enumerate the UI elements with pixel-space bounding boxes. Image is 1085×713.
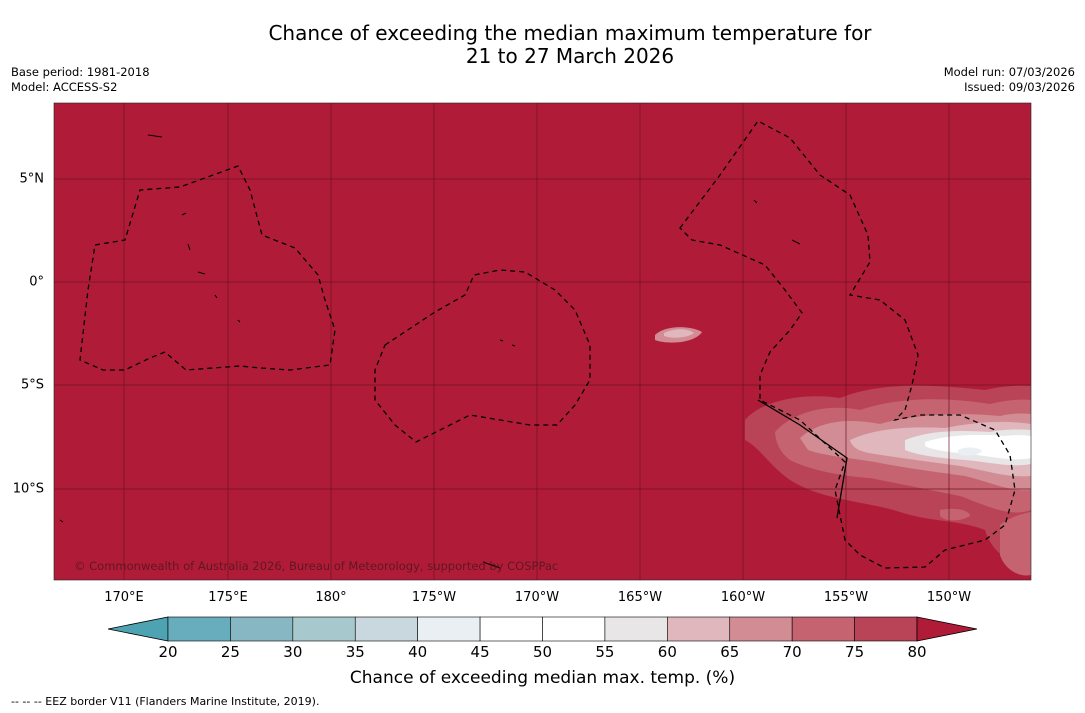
lat-label-10s: 10°S	[12, 481, 44, 497]
graticule	[54, 103, 1031, 580]
colorbar-tick-label: 65	[720, 643, 740, 661]
title-line-2: 21 to 27 March 2026	[465, 44, 675, 68]
colorbar-extend-high	[916, 616, 978, 642]
lat-label-5n: 5°N	[19, 171, 45, 187]
meta-left: Base period: 1981-2018 Model: ACCESS-S2	[11, 65, 150, 95]
model-run: Model run: 07/03/2026	[943, 65, 1075, 79]
eez-phoenix-islands	[374, 269, 591, 443]
contour-70-75-small	[940, 508, 970, 521]
anomaly-blob-north-core	[664, 329, 694, 338]
colorbar-tick-label: 30	[283, 643, 303, 661]
colorbar-tick-label: 60	[657, 643, 677, 661]
colorbar-bin	[292, 616, 356, 642]
meta-right: Model run: 07/03/2026 Issued: 09/03/2026	[944, 65, 1075, 95]
colorbar-bin	[729, 616, 793, 642]
issued-date: Issued: 09/03/2026	[964, 80, 1075, 94]
colorbar-bin	[354, 616, 418, 642]
colorbar-bin	[667, 616, 731, 642]
lon-label-170w: 170°W	[514, 590, 560, 605]
colorbar-bin	[479, 616, 543, 642]
colorbar-tick-label: 80	[907, 643, 927, 661]
colorbar-tick-label: 50	[532, 643, 553, 661]
colorbar-tick-label: 35	[345, 643, 365, 661]
colorbar	[107, 616, 978, 642]
base-period: Base period: 1981-2018	[11, 65, 150, 79]
map-frame	[53, 102, 1032, 581]
colorbar-tick-label: 45	[470, 643, 490, 661]
lon-label-175e: 175°E	[208, 590, 248, 605]
lon-label-155w: 155°W	[823, 590, 869, 605]
map-title: Chance of exceeding the median maximum t…	[0, 22, 1085, 68]
eez-footnote: -- -- -- EEZ border V11 (Flanders Marine…	[11, 695, 320, 708]
copyright-note: © Commonwealth of Australia 2026, Bureau…	[74, 559, 559, 573]
colorbar-tick-label: 75	[845, 643, 865, 661]
colorbar-bin	[417, 616, 481, 642]
colorbar-extend-low	[107, 616, 169, 642]
lon-label-170e: 170°E	[104, 590, 144, 605]
colorbar-title: Chance of exceeding median max. temp. (%…	[349, 668, 736, 688]
colorbar-bin	[542, 616, 606, 642]
colorbar-tick-label: 70	[782, 643, 802, 661]
lon-label-150w: 150°W	[926, 590, 972, 605]
title-line-1: Chance of exceeding the median maximum t…	[268, 21, 872, 45]
lon-label-180: 180°	[315, 590, 347, 605]
colorbar-bin	[791, 616, 855, 642]
colorbar-tick-label: 20	[158, 643, 178, 661]
lon-label-160w: 160°W	[720, 590, 766, 605]
contour-40-45	[958, 447, 982, 456]
lon-label-175w: 175°W	[411, 590, 457, 605]
anomaly-field	[655, 327, 1031, 576]
colorbar-bin	[604, 616, 668, 642]
lat-label-5s: 5°S	[20, 377, 44, 393]
eez-borders	[79, 120, 1016, 569]
model-name: Model: ACCESS-S2	[11, 80, 118, 94]
eez-line-islands	[679, 120, 1016, 569]
contour-70-75-east	[1000, 512, 1031, 576]
lon-label-165w: 165°W	[617, 590, 663, 605]
colorbar-tick-label: 55	[595, 643, 615, 661]
colorbar-bin	[854, 616, 918, 642]
map-panel	[54, 103, 1031, 580]
lat-label-0: 0°	[29, 274, 44, 290]
contour-50-55	[925, 434, 1031, 460]
colorbar-bin	[230, 616, 294, 642]
eez-tuvalu-kiribati-west	[79, 165, 336, 371]
eez-solid-segment	[757, 399, 848, 519]
colorbar-tick-label: 40	[408, 643, 428, 661]
colorbar-tick-label: 25	[220, 643, 240, 661]
colorbar-bin	[167, 616, 231, 642]
island-markers	[59, 134, 801, 569]
